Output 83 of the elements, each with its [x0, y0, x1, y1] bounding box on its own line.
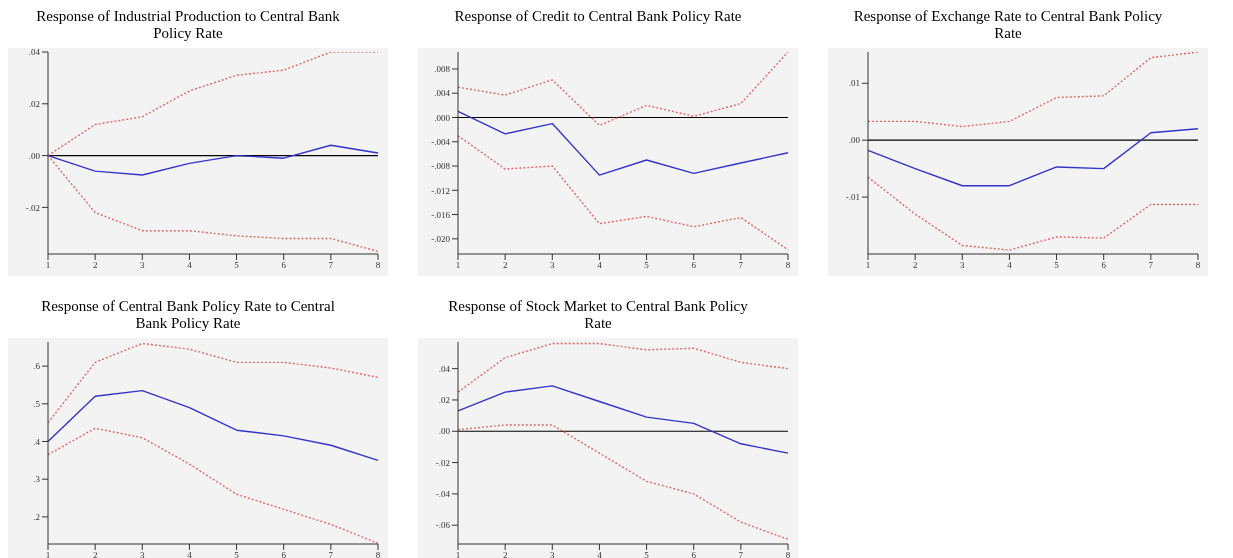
line-series [867, 52, 1199, 128]
line-series [867, 128, 1199, 187]
y-tick-label: -.012 [431, 185, 450, 196]
x-tick-label: 8 [785, 550, 791, 558]
line-series [457, 52, 789, 127]
x-tick-label: 3 [550, 550, 556, 558]
line-series [457, 135, 789, 251]
x-tick-label: 2 [502, 550, 508, 558]
x-tick-label: 3 [140, 260, 146, 271]
x-tick-label: 6 [1101, 260, 1107, 271]
y-tick-label: .02 [438, 395, 450, 406]
y-tick-label: .5 [33, 399, 41, 409]
y-tick-label: .6 [33, 361, 41, 372]
x-tick-label: 3 [550, 260, 556, 271]
x-tick-label: 6 [691, 260, 697, 271]
y-tick-label: .01 [848, 78, 860, 89]
y-tick-label: .04 [438, 363, 451, 374]
x-tick-label: 1 [45, 260, 51, 271]
y-tick-label: .00 [438, 426, 451, 437]
y-tick-label: -.016 [431, 209, 451, 220]
y-tick-label: -.04 [435, 489, 451, 500]
x-tick-label: 2 [912, 260, 918, 271]
y-tick-label: -.01 [845, 192, 860, 203]
y-tick-label: .004 [434, 88, 451, 99]
y-tick-label: .2 [33, 512, 40, 523]
x-tick-label: 4 [187, 550, 193, 558]
x-tick-label: 7 [328, 260, 334, 271]
x-tick-label: 7 [738, 550, 744, 558]
x-tick-label: 6 [691, 550, 697, 558]
x-tick-label: 6 [281, 260, 287, 271]
y-tick-label: .02 [28, 98, 40, 109]
chart-title: Response of Industrial Production to Central Bank Policy Rate [35, 8, 341, 43]
y-tick-label: .000 [434, 112, 451, 123]
y-tick-label: -.004 [431, 136, 451, 147]
y-tick-label: .3 [33, 474, 41, 485]
chart-title: Response of Stock Market to Central Bank Policy Rate [447, 298, 749, 333]
y-tick-label: -.008 [431, 161, 451, 172]
x-tick-label: 3 [960, 260, 966, 271]
y-tick-label: -.02 [435, 457, 450, 468]
x-tick-label: 4 [1007, 260, 1013, 271]
x-tick-label: 8 [1195, 260, 1201, 271]
x-tick-label: 5 [234, 550, 240, 558]
x-tick-label: 2 [502, 260, 508, 271]
y-tick-label: .4 [33, 436, 41, 447]
y-tick-label: .00 [848, 135, 861, 146]
x-tick-label: 1 [865, 260, 871, 271]
x-tick-label: 4 [597, 550, 603, 558]
line-series [457, 110, 789, 176]
y-tick-label: -.02 [25, 202, 40, 213]
y-tick-label: -.06 [435, 520, 451, 531]
y-tick-label: .04 [28, 47, 41, 58]
x-tick-label: 5 [644, 550, 650, 558]
line-series [457, 342, 789, 393]
y-tick-label: -.020 [431, 234, 451, 245]
line-series [47, 144, 379, 176]
chart-title: Response of Credit to Central Bank Policy Rate [453, 8, 743, 26]
line-series [47, 389, 379, 462]
line-series [457, 424, 789, 540]
x-tick-label: 8 [375, 260, 381, 271]
x-tick-label: 7 [328, 550, 334, 558]
x-tick-label: 8 [785, 260, 791, 271]
x-tick-label: 1 [455, 260, 461, 271]
y-tick-label: .008 [434, 64, 451, 75]
chart-title: Response of Central Bank Policy Rate to Central Bank Policy Rate [40, 298, 336, 333]
x-tick-label: 7 [738, 260, 744, 271]
x-tick-label: 2 [92, 550, 98, 558]
line-series [867, 176, 1199, 251]
line-series [47, 342, 379, 424]
x-tick-label: 5 [234, 260, 240, 271]
x-tick-label: 6 [281, 550, 287, 558]
x-tick-label: 1 [45, 550, 51, 558]
x-tick-label: 5 [1054, 260, 1060, 271]
x-tick-label: 7 [1148, 260, 1154, 271]
line-series [457, 385, 789, 454]
x-tick-label: 5 [644, 260, 650, 271]
x-tick-label: 8 [375, 550, 381, 558]
x-tick-label: 4 [597, 260, 603, 271]
x-tick-label: 2 [92, 260, 98, 271]
x-tick-label: 3 [140, 550, 146, 558]
chart-title: Response of Exchange Rate to Central Bank Policy Rate [852, 8, 1164, 43]
x-tick-label: 1 [455, 550, 461, 558]
y-tick-label: .00 [28, 150, 41, 161]
x-tick-label: 4 [187, 260, 193, 271]
